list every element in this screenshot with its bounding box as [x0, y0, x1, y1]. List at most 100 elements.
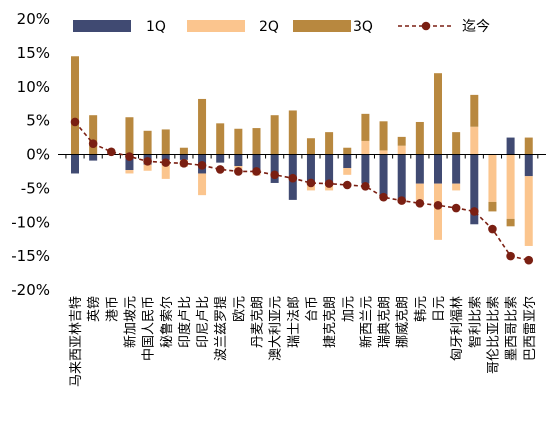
x-category-label: 马来西亚林吉特 [69, 296, 84, 387]
x-category-label: 印尼卢比 [195, 296, 211, 348]
line-ytd-point [324, 179, 334, 188]
bar-3q [306, 138, 315, 155]
x-category-label: 秘鲁索尔 [160, 296, 175, 348]
x-category-label: 新加坡元 [122, 296, 138, 348]
bar-2q [452, 183, 461, 191]
line-ytd-point [361, 182, 370, 191]
x-category-label: 墨西哥比索 [505, 296, 520, 361]
x-category-label: 瑞士法郎 [287, 296, 302, 348]
bar-1q [270, 154, 279, 183]
bar-3q [470, 94, 479, 127]
bar-1q [306, 154, 315, 185]
bar-3q [415, 121, 424, 155]
x-category-label: 澳大利亚元 [268, 296, 284, 361]
bar-1q [361, 154, 370, 184]
line-ytd-point [488, 224, 497, 234]
y-tick-label: -20% [11, 281, 50, 299]
bar-2q [198, 173, 207, 196]
bar-3q [325, 132, 334, 155]
bar-3q [434, 73, 442, 155]
bar-3q [198, 98, 207, 155]
line-ytd-point [433, 201, 443, 210]
y-tick-label: -15% [11, 247, 50, 265]
line-ytd-point [306, 178, 316, 188]
bar-1q [234, 154, 243, 167]
bar-2q [415, 183, 424, 201]
bar-1q [325, 154, 334, 185]
bar-2q [488, 154, 497, 202]
bar-3q [179, 147, 188, 155]
bar-3q [524, 137, 533, 155]
bar-3q [506, 218, 515, 227]
bar-1q [179, 154, 188, 160]
x-category-label: 瑞典克朗 [378, 296, 393, 348]
line-ytd-point [506, 251, 515, 261]
legend-label-ytd: 迄今 [462, 19, 490, 35]
bar-1q [434, 154, 442, 184]
line-ytd-point [379, 192, 388, 202]
bar-2q [379, 150, 388, 155]
line-ytd-point [342, 180, 352, 190]
bar-3q [125, 117, 134, 155]
bar-2q [125, 170, 134, 174]
y-tick-label: 20% [17, 10, 50, 28]
bar-1q [252, 154, 261, 173]
bar-3q [452, 132, 461, 155]
bar-3q [361, 113, 370, 141]
y-tick-label: -5% [21, 179, 50, 197]
legend-swatch-2q [187, 20, 245, 32]
bar-3q [379, 121, 388, 151]
legend-label-1q: 1Q [146, 19, 166, 35]
line-ytd-point [288, 173, 298, 183]
bar-3q [234, 128, 243, 155]
x-category-label: 中国人民币 [142, 296, 157, 361]
line-ytd-point [470, 207, 479, 216]
x-category-label: 港币 [105, 296, 120, 322]
line-ytd-point [397, 196, 407, 205]
bar-2q [343, 168, 352, 175]
bar-2q [506, 154, 515, 219]
bar-3q [71, 56, 79, 155]
line-ytd-point [415, 198, 425, 208]
legend-label-2q: 2Q [259, 19, 279, 35]
x-category-label: 波兰兹罗提 [213, 296, 229, 361]
line-ytd-point [252, 167, 261, 176]
line-ytd-point [88, 139, 98, 148]
bar-2q [306, 184, 315, 191]
y-tick-label: 10% [17, 78, 50, 96]
x-category-label: 丹麦克朗 [251, 296, 266, 348]
x-category-label: 捷克克朗 [323, 296, 338, 348]
line-ytd-point [179, 159, 189, 168]
legend-swatch-3q [293, 20, 351, 32]
bar-1q [125, 154, 134, 171]
bar-1q [397, 154, 406, 200]
bar-3q [397, 136, 406, 146]
legend-swatch-1q [73, 20, 131, 32]
bar-2q [470, 126, 479, 155]
line-ytd-point [234, 167, 243, 176]
x-category-label: 新西兰元 [358, 296, 374, 348]
y-tick-label: 5% [26, 112, 50, 130]
bar-3q [143, 130, 152, 155]
bar-1q [452, 154, 461, 184]
bar-1q [71, 154, 79, 174]
bar-2q [161, 159, 170, 179]
y-tick-label: -10% [11, 213, 50, 231]
line-ytd-point [107, 147, 116, 157]
y-tick-label: 15% [17, 44, 50, 62]
bar-1q [415, 154, 424, 184]
bar-2q [397, 145, 406, 155]
line-ytd-point [451, 203, 461, 213]
bar-2q [524, 176, 533, 246]
bar-3q [89, 115, 98, 155]
line-ytd-point [70, 117, 80, 127]
x-category-label: 巴西雷亚尔 [523, 296, 538, 361]
y-tick-label: 0% [26, 146, 50, 164]
line-ytd [74, 121, 529, 261]
line-ytd-point [125, 152, 134, 161]
x-category-label: 韩元 [414, 296, 429, 322]
x-category-label: 智利比索 [468, 296, 483, 348]
bar-3q [161, 129, 170, 155]
legend-label-3q: 3Q [353, 19, 373, 35]
